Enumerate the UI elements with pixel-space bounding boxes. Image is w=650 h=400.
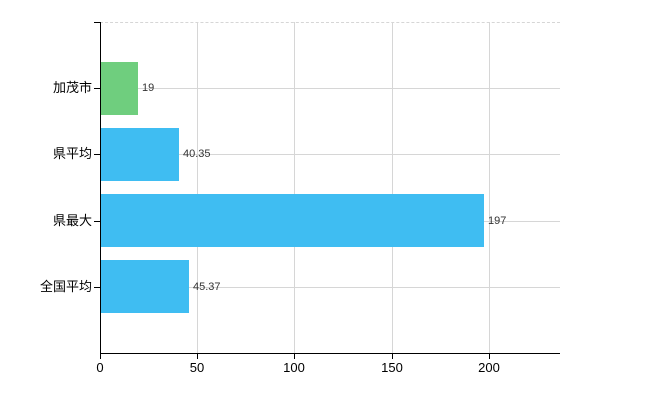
- y-category-label: 全国平均: [39, 279, 92, 294]
- vertical-gridline: [392, 22, 393, 353]
- bar-value-label: 19: [142, 82, 155, 94]
- y-axis-top-tick: [94, 22, 100, 23]
- bar-value-label: 45.37: [193, 281, 221, 293]
- y-category-label: 加茂市: [52, 80, 92, 95]
- y-axis-tick: [94, 287, 100, 288]
- y-axis-line: [100, 22, 101, 354]
- x-tick-label: 200: [478, 360, 500, 375]
- x-axis-line: [100, 353, 560, 354]
- bar: [101, 128, 179, 181]
- x-tick-label: 50: [189, 360, 205, 375]
- y-category-label: 県平均: [52, 146, 92, 161]
- x-axis-tick: [100, 353, 101, 359]
- bar: [101, 62, 138, 115]
- x-axis-tick: [294, 353, 295, 359]
- bar: [101, 260, 189, 313]
- bar-value-label: 40.35: [183, 148, 211, 160]
- plot-top-border: [100, 22, 560, 23]
- y-axis-tick: [94, 154, 100, 155]
- x-axis-tick: [489, 353, 490, 359]
- horizontal-gridline: [101, 287, 560, 288]
- x-tick-label: 0: [96, 360, 104, 375]
- y-axis-tick: [94, 221, 100, 222]
- bar: [101, 194, 484, 247]
- vertical-gridline: [197, 22, 198, 353]
- x-tick-label: 150: [381, 360, 403, 375]
- vertical-gridline: [294, 22, 295, 353]
- x-axis-tick: [392, 353, 393, 359]
- y-category-label: 県最大: [52, 213, 92, 228]
- vertical-gridline: [489, 22, 490, 353]
- x-tick-label: 100: [283, 360, 305, 375]
- horizontal-gridline: [101, 88, 560, 89]
- x-axis-tick: [197, 353, 198, 359]
- y-axis-tick: [94, 88, 100, 89]
- bar-value-label: 197: [488, 215, 507, 227]
- horizontal-gridline: [101, 154, 560, 155]
